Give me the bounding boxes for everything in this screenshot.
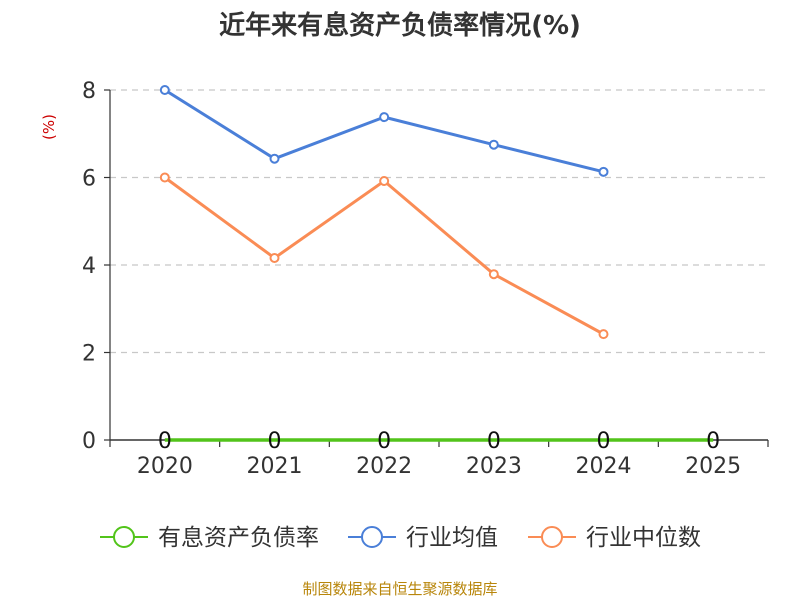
series-point <box>488 269 499 280</box>
series-point <box>159 85 170 95</box>
x-tick-label: 2022 <box>356 454 412 479</box>
series-line-1 <box>164 88 604 174</box>
x-tick-label: 2025 <box>685 454 741 479</box>
data-label: 0 <box>158 429 172 454</box>
data-label: 0 <box>487 429 501 454</box>
data-label: 0 <box>268 429 282 454</box>
y-tick-label: 6 <box>82 167 96 192</box>
legend-marker <box>361 526 383 548</box>
legend-item[interactable]: 有息资产负债率 <box>100 525 319 551</box>
data-labels: 0 0 0 0 0 0 <box>158 429 720 454</box>
series-point <box>598 166 609 177</box>
data-label: 0 <box>706 429 720 454</box>
legend-label: 行业均值 <box>406 525 498 551</box>
y-tick-label: 0 <box>82 429 96 454</box>
series-lines <box>159 85 714 442</box>
legend-item[interactable]: 行业中位数 <box>528 525 701 551</box>
x-tick-label: 2021 <box>247 454 303 479</box>
axes: 0 2 4 6 8 2020 2021 2022 2023 2024 2025 <box>82 79 769 479</box>
y-tick-label: 4 <box>82 254 96 279</box>
series-point <box>269 253 280 263</box>
x-tick-label: 2023 <box>466 454 522 479</box>
series-line-2 <box>163 176 605 336</box>
data-label: 0 <box>377 429 391 454</box>
legend-label: 行业中位数 <box>586 525 701 551</box>
y-axis-unit-label: (%) <box>40 114 58 140</box>
y-tick-label: 2 <box>82 342 96 367</box>
legend: 有息资产负债率 行业均值 行业中位数 <box>100 525 701 551</box>
chart-title: 近年来有息资产负债率情况(%) <box>219 10 581 41</box>
series-point <box>598 329 609 340</box>
legend-item[interactable]: 行业均值 <box>348 525 498 551</box>
series-point <box>159 172 170 183</box>
series-point <box>488 139 499 150</box>
source-note: 制图数据来自恒生聚源数据库 <box>302 580 497 598</box>
series-point <box>379 112 390 123</box>
data-label: 0 <box>597 429 611 454</box>
y-tick-label: 8 <box>82 79 96 104</box>
legend-label: 有息资产负债率 <box>158 525 319 551</box>
series-point <box>379 176 390 186</box>
legend-marker <box>113 526 135 548</box>
x-tick-label: 2024 <box>576 454 632 479</box>
series-point <box>269 153 280 164</box>
legend-marker <box>541 526 563 548</box>
x-tick-label: 2020 <box>137 454 193 479</box>
